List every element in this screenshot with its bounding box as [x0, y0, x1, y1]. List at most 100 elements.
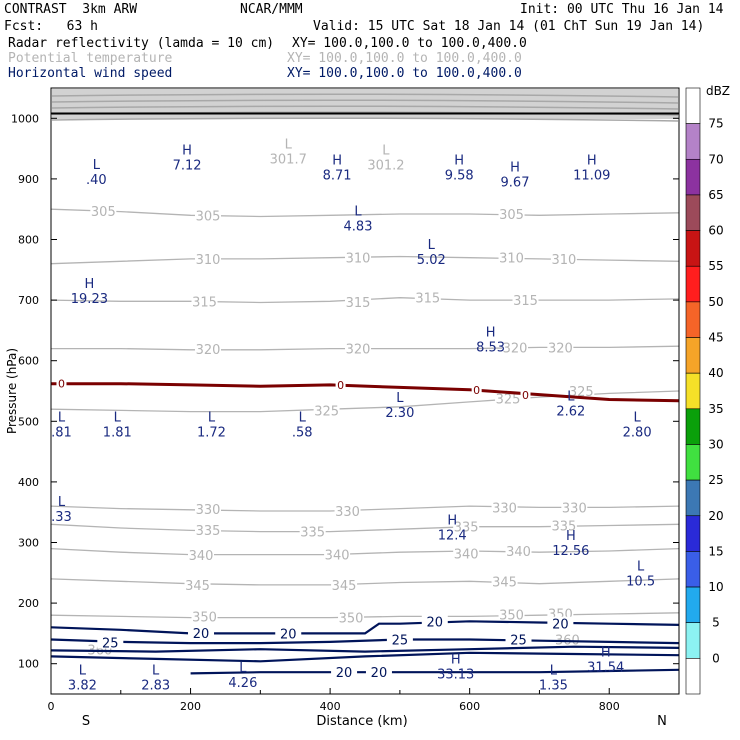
- wind-contour-label-bg: [275, 626, 302, 640]
- theta-contour-label-bg: [313, 403, 340, 417]
- colorbar-label: 10: [708, 580, 723, 594]
- extremum-high: H11.09: [573, 153, 610, 183]
- theta-contour-label-bg: [334, 503, 361, 517]
- theta-contour-label: 335: [300, 526, 325, 541]
- extremum-value: 5.02: [417, 253, 446, 268]
- x-tick-label: 400: [320, 700, 341, 713]
- extremum-kind: L: [637, 559, 645, 574]
- wind-contour-line: [50, 638, 680, 645]
- colorbar-label: 45: [708, 331, 723, 345]
- colorbar-label: 75: [708, 117, 723, 131]
- theta-contour-label-bg: [512, 293, 539, 307]
- extremum-value: 2.80: [623, 425, 652, 440]
- theta-contour-label: 305: [196, 209, 221, 224]
- theta-contour-line: [50, 547, 680, 556]
- extremum-kind: H: [587, 153, 597, 168]
- extremum-low: L2.30: [385, 391, 414, 421]
- extremum-value: 19.23: [71, 292, 108, 307]
- x-tick-label: 0: [48, 700, 55, 713]
- extremum-low: L.40: [86, 158, 107, 188]
- extremum-low: L2.83: [141, 664, 170, 694]
- theta-contour-label: 310: [346, 252, 371, 267]
- theta-contour-label: 335: [551, 520, 576, 535]
- theta-contour-label: 335: [196, 524, 221, 539]
- theta-contour-305: 305 305 305: [50, 204, 680, 224]
- theta-contour-label-bg: [191, 294, 218, 308]
- endpoint-right: N: [657, 714, 667, 729]
- theta-contour-label: 320: [503, 341, 528, 356]
- extremum-low: L1.72: [197, 410, 226, 440]
- theta-contour-label-bg: [550, 251, 577, 265]
- extremum-value: 2.83: [141, 679, 170, 694]
- theta-contour-label: 310: [551, 253, 576, 268]
- field-wind-xy: XY= 100.0,100.0 to 100.0,400.0: [287, 66, 522, 81]
- theta-contour-label-bg: [195, 208, 221, 222]
- extremum-low: L10.5: [626, 559, 655, 589]
- extremum-low: L1.81: [103, 410, 132, 440]
- y-axis-label: Pressure (hPa): [5, 348, 19, 434]
- wind-contour-label: 25: [392, 633, 409, 648]
- extremum-low: L.58: [292, 410, 313, 440]
- theta-contour-315: 315 315 315 315: [50, 290, 680, 311]
- extremum-value: 1.81: [103, 425, 132, 440]
- extremum-kind: L: [208, 410, 216, 425]
- center-title: NCAR/MMM: [240, 2, 303, 17]
- zero-contour-line: [51, 382, 680, 403]
- theta-contour-line: [50, 523, 680, 533]
- colorbar-swatch: [685, 408, 701, 445]
- theta-contour-label-bg: [324, 547, 351, 561]
- extremum-kind: H: [601, 645, 611, 660]
- wind-contour-label: 20: [336, 666, 353, 681]
- theta-contour-label-bg: [184, 577, 211, 591]
- extremum-kind: H: [182, 144, 192, 159]
- extremum-kind: H: [566, 529, 576, 544]
- extremum-value: .81: [51, 425, 72, 440]
- extremum-low: L3.82: [68, 664, 97, 694]
- theta-contour-320: 320 320 320 320: [51, 340, 680, 358]
- extremum-value: 1.35: [539, 679, 568, 694]
- zero-contour-label: 0: [473, 384, 480, 397]
- theta-contour-label: 350: [499, 609, 524, 624]
- theta-contour-label-bg: [505, 543, 532, 557]
- theta-contour-upper: [51, 99, 679, 104]
- extremum-low: L.81: [51, 410, 72, 440]
- extremum-value: 301.2: [367, 159, 404, 174]
- x-tick-label: 200: [180, 700, 201, 713]
- zero-contour-label: 0: [337, 379, 344, 392]
- extremum-value: 33.13: [437, 668, 474, 683]
- theta-contour-label: 325: [496, 392, 521, 407]
- extremum-value: .40: [86, 173, 107, 188]
- theta-contour-label: 335: [454, 521, 479, 536]
- extremum-value: 9.58: [445, 168, 474, 183]
- y-tick-label: 400: [18, 476, 39, 489]
- wind-contour-line: [50, 651, 680, 663]
- theta-contour-label: 330: [562, 501, 587, 516]
- theta-contour-label: 320: [346, 343, 371, 358]
- y-tick-label: 600: [18, 355, 39, 368]
- colorbar-label: 0: [712, 651, 720, 665]
- theta-contour-label: 315: [346, 296, 371, 311]
- extremum-kind: L: [634, 410, 642, 425]
- extremum-high: H9.67: [501, 161, 530, 191]
- extremum-value: 11.09: [573, 168, 610, 183]
- extremum-low: L.33: [51, 495, 72, 525]
- theta-contour-label-bg: [547, 340, 574, 354]
- colorbar-swatch: [685, 158, 701, 196]
- theta-contour-label: 340: [189, 549, 214, 564]
- extremum-value: 8.71: [323, 168, 352, 183]
- extremum-kind: L: [428, 238, 436, 253]
- wind-contour-line: [50, 645, 680, 653]
- extremum-high: H31.54: [587, 645, 624, 675]
- endpoint-left: S: [82, 714, 90, 729]
- colorbar-swatch: [685, 515, 701, 552]
- extremum-kind: H: [486, 325, 496, 340]
- theta-contour-label-bg: [550, 518, 577, 532]
- extremum-high: H8.53: [476, 325, 505, 355]
- wind-contour-label-bg: [365, 665, 392, 679]
- y-tick-label: 200: [18, 597, 39, 610]
- theta-contour-label-bg: [195, 342, 221, 356]
- left-title: CONTRAST 3km ARW: [4, 2, 138, 17]
- wind-contour-label: 20: [280, 627, 297, 642]
- theta-contour-label-bg: [90, 204, 117, 218]
